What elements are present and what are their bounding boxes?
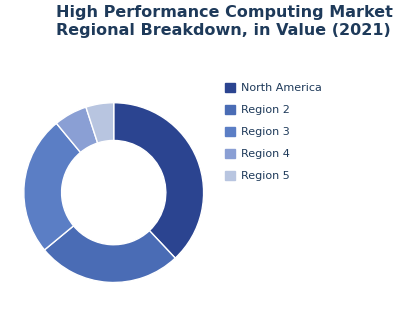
Wedge shape [86, 103, 114, 143]
Legend: North America, Region 2, Region 3, Region 4, Region 5: North America, Region 2, Region 3, Regio… [225, 82, 322, 181]
Wedge shape [56, 107, 98, 152]
Wedge shape [114, 103, 203, 258]
Text: Source: www.psmarketresearch.com: Source: www.psmarketresearch.com [175, 303, 340, 312]
Text: High Performance Computing Market
Regional Breakdown, in Value (2021): High Performance Computing Market Region… [56, 5, 393, 38]
Wedge shape [44, 226, 175, 282]
Wedge shape [24, 123, 81, 250]
